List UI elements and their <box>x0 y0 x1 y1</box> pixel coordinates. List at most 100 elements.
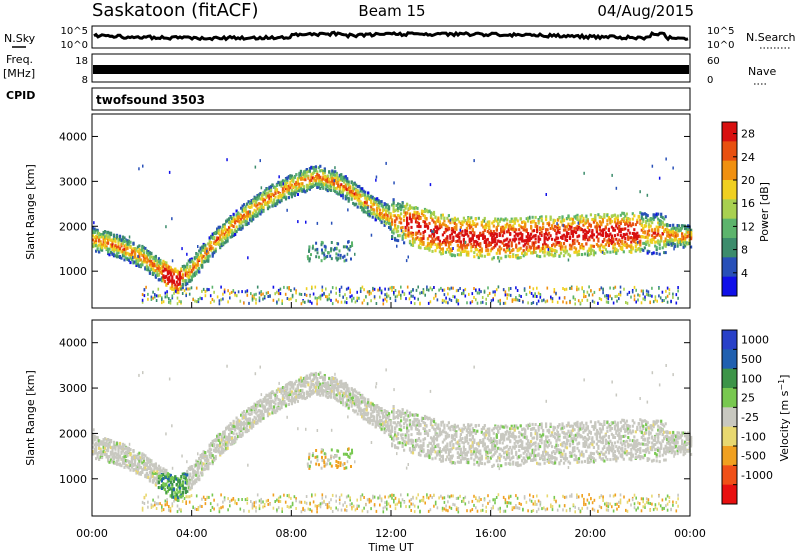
power-cell <box>619 220 622 224</box>
power-cell <box>278 194 282 198</box>
power-cell <box>657 217 660 221</box>
power-cell <box>232 233 235 237</box>
power-cell <box>147 253 150 257</box>
power-cell <box>189 264 192 268</box>
velocity-cell <box>177 477 180 481</box>
power-cell <box>419 236 422 240</box>
power-cell <box>474 217 477 221</box>
power-cell <box>104 243 107 247</box>
power-cell <box>385 217 388 221</box>
power-cell <box>218 302 221 306</box>
velocity-cell <box>121 461 125 465</box>
velocity-cell <box>175 483 178 486</box>
power-cell <box>631 237 634 241</box>
power-cell <box>289 186 292 190</box>
power-cell <box>441 298 444 302</box>
velocity-cell <box>184 489 187 493</box>
power-cell <box>417 229 421 233</box>
velocity-cell <box>133 460 137 464</box>
power-cell <box>468 292 470 296</box>
power-cell <box>286 177 289 181</box>
velocity-cell <box>156 477 159 481</box>
power-cell <box>229 228 232 232</box>
power-cell <box>574 214 578 218</box>
power-cell <box>477 249 480 253</box>
power-cell <box>300 302 303 306</box>
freq-label: Freq. <box>6 53 33 66</box>
power-cell <box>488 252 491 256</box>
power-cell <box>419 225 422 229</box>
power-cell <box>159 259 162 263</box>
power-cell <box>292 190 295 194</box>
power-cell <box>154 264 157 268</box>
power-cell <box>624 244 627 247</box>
power-cell <box>530 220 533 224</box>
velocity-cell <box>175 498 178 502</box>
power-cell <box>176 296 179 300</box>
velocity-cell <box>114 455 117 459</box>
power-cell <box>428 242 431 246</box>
power-cell <box>406 216 409 220</box>
power-cell <box>530 225 533 229</box>
power-cell <box>423 207 427 211</box>
power-cell <box>626 292 629 296</box>
power-cell <box>645 224 648 228</box>
power-cell <box>281 179 285 183</box>
power-cell <box>341 190 344 193</box>
power-cell <box>648 229 651 233</box>
power-cell <box>649 224 652 228</box>
power-cell <box>429 240 433 244</box>
velocity-cell <box>187 483 190 487</box>
power-cell <box>348 248 351 252</box>
velocity-cell <box>147 459 150 463</box>
velocity-cell <box>180 475 183 478</box>
power-cell <box>443 223 446 227</box>
power-cell <box>214 240 217 243</box>
power-cell <box>275 188 279 192</box>
power-cell <box>610 219 613 223</box>
power-cell <box>267 295 269 298</box>
power-cell <box>555 232 558 236</box>
power-cell <box>210 244 213 248</box>
power-y-tick-label: 2000 <box>59 220 87 233</box>
power-cell <box>398 216 401 220</box>
power-cell <box>648 219 651 223</box>
power-cell <box>359 287 362 291</box>
power-cell <box>687 230 690 234</box>
power-cell <box>486 249 489 253</box>
power-cell <box>287 189 290 192</box>
velocity-cell <box>132 457 135 460</box>
power-cell <box>397 225 400 229</box>
power-cell <box>480 249 483 253</box>
power-cell <box>150 264 153 268</box>
power-colorbar-swatch <box>722 218 737 239</box>
power-cell <box>192 266 195 270</box>
nsky-label: N.Sky <box>4 32 36 45</box>
power-cell <box>666 241 669 245</box>
power-cell <box>272 185 276 189</box>
power-cell <box>408 297 411 301</box>
power-cell <box>93 227 96 231</box>
power-cell <box>138 244 141 248</box>
power-cell <box>440 286 442 290</box>
power-cell <box>114 247 117 251</box>
power-cell <box>582 219 585 223</box>
power-cell <box>515 245 518 249</box>
power-cell <box>612 244 615 248</box>
power-cell <box>337 177 340 181</box>
power-cell <box>413 206 416 210</box>
power-cell <box>540 234 543 237</box>
power-cell <box>605 296 608 300</box>
power-cell <box>477 243 480 246</box>
power-cell <box>166 264 169 268</box>
power-cell <box>613 234 616 238</box>
power-cell <box>317 185 320 189</box>
power-cell <box>187 268 190 272</box>
power-cell <box>658 222 661 226</box>
power-cell <box>600 250 603 254</box>
power-cell <box>105 241 108 245</box>
power-cell <box>330 298 332 302</box>
velocity-cell <box>101 450 104 454</box>
power-cell <box>470 249 473 253</box>
power-cell <box>655 240 658 244</box>
